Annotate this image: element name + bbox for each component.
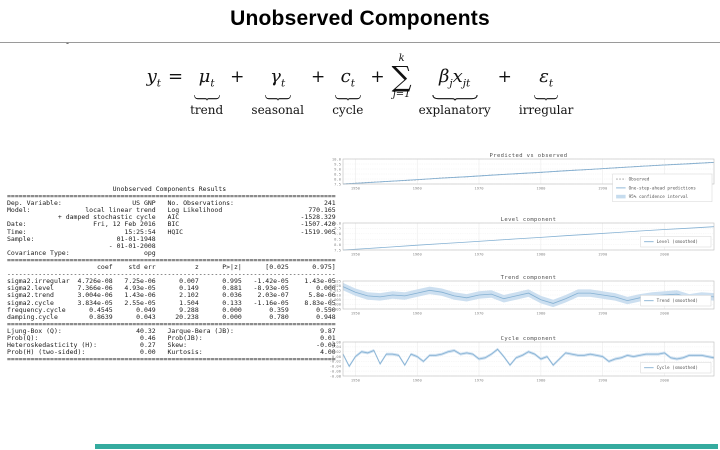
svg-text:1980: 1980 [536,186,546,191]
eq-plus: + [230,67,245,87]
svg-text:2000: 2000 [660,378,670,383]
svg-text:2000: 2000 [660,252,670,257]
svg-text:-0.08: -0.08 [330,373,342,378]
svg-text:1990: 1990 [598,311,608,316]
svg-text:-0.04: -0.04 [330,364,342,369]
svg-text:1960: 1960 [413,186,423,191]
svg-text:0.020: 0.020 [330,283,342,288]
svg-text:7.5: 7.5 [334,181,341,186]
svg-text:-0.02: -0.02 [330,359,341,364]
svg-text:1950: 1950 [351,186,361,191]
svg-text:95% confidence interval: 95% confidence interval [629,194,689,200]
svg-text:1950: 1950 [351,311,361,316]
svg-text:0.00: 0.00 [332,354,342,359]
chart-title: Level component [500,217,557,223]
svg-text:10.0: 10.0 [332,220,342,225]
svg-text:9.5: 9.5 [334,161,341,166]
svg-text:8.0: 8.0 [334,242,342,247]
page-title: Unobserved Components [230,7,490,30]
svg-text:1960: 1960 [413,311,423,316]
svg-text:-0.005: -0.005 [327,306,341,311]
chart-predicted-vs-observed: Predicted vs observed 7.5 8.0 8.5 9.0 9.5 10.… [330,153,720,202]
chart-cycle-component: Cycle component -0.08 -0.06 -0.04 -0.02 0.00… [330,336,720,390]
chart-title: Predicted vs observed [489,153,568,159]
sigma-icon: ∑ [391,60,412,93]
svg-text:0.025: 0.025 [330,278,341,283]
svg-text:Level (smoothed): Level (smoothed) [657,239,698,245]
svg-text:1950: 1950 [351,378,361,383]
eq-plus: + [370,67,385,87]
underbrace-icon [264,94,291,101]
svg-text:9.0: 9.0 [334,166,342,171]
underbrace-icon [534,94,558,101]
svg-text:2000: 2000 [660,311,670,316]
svg-text:Trend (smoothed): Trend (smoothed) [657,298,698,304]
svg-text:0.04: 0.04 [332,344,342,349]
svg-text:0.005: 0.005 [330,297,341,302]
svg-text:1950: 1950 [351,252,361,257]
svg-text:1970: 1970 [474,378,484,383]
svg-text:1980: 1980 [536,378,546,383]
svg-text:0.000: 0.000 [330,302,342,307]
svg-text:0.015: 0.015 [330,288,341,293]
svg-text:One-step-ahead predictions: One-step-ahead predictions [629,185,697,191]
svg-text:7.5: 7.5 [334,247,341,252]
svg-text:9.0: 9.0 [334,231,342,236]
chart-trend-component: Trend component -0.005 0.000 0.005 0.010 0.0… [327,275,720,323]
eq-term-cycle: ct cycle [332,66,364,117]
svg-text:1990: 1990 [598,252,608,257]
chart-canvas: 7.58.08.59.09.510.0 1950 1960 1970 1980 1990 2… [332,220,715,257]
eq-equals: = [167,66,184,87]
eq-term-irregular: εt irregular [518,66,574,117]
chart-title: Cycle component [500,336,557,342]
svg-text:1980: 1980 [536,252,546,257]
eq-term-explanatory: βjxjt explanatory [418,66,491,117]
svg-text:9.5: 9.5 [334,226,341,231]
svg-text:1960: 1960 [413,252,423,257]
underbrace-icon [432,94,478,101]
svg-text:1960: 1960 [413,378,423,383]
eq-term-seasonal: γt seasonal [251,66,304,117]
eq-term-trend: μt trend [190,66,224,117]
underbrace-icon [334,94,361,101]
svg-text:Cycle (smoothed): Cycle (smoothed) [657,365,698,371]
results-table: Unobserved Components Results ==========… [7,185,336,364]
svg-text:8.5: 8.5 [334,237,341,242]
chart-canvas: 7.58.08.59.09.510.0195019601970198019902… [332,156,715,202]
stray-dash: - [66,38,69,48]
equation: yt = μt trend + γt seasonal + ct cycle + [0,54,720,117]
svg-text:0.06: 0.06 [332,339,342,344]
chart-title: Trend component [500,275,557,281]
svg-text:-0.06: -0.06 [330,368,342,373]
svg-text:8.5: 8.5 [334,171,341,176]
svg-text:10.0: 10.0 [332,156,342,161]
slide-header: Unobserved Components [0,0,720,43]
svg-text:Observed: Observed [629,177,650,183]
svg-text:1970: 1970 [474,311,484,316]
underbrace-icon [193,94,220,101]
svg-text:0.010: 0.010 [330,292,342,297]
svg-text:1970: 1970 [474,252,484,257]
charts-panel: Predicted vs observed 7.5 8.0 8.5 9.0 9.5 10.… [327,0,720,450]
svg-text:1970: 1970 [474,186,484,191]
svg-text:0.02: 0.02 [332,349,341,354]
eq-sum: k ∑ j=1 [391,53,412,100]
accent-bar [95,444,718,449]
chart-level-component: Level component 7.5 8.0 8.5 9.0 9.5 10.0 1950 1… [330,217,720,264]
svg-text:1980: 1980 [536,311,546,316]
chart-canvas: -0.08-0.06-0.04-0.020.000.020.040.06 1950… [330,339,715,383]
svg-text:1990: 1990 [598,378,608,383]
eq-lhs: yt [146,66,161,90]
svg-text:8.0: 8.0 [334,176,342,181]
eq-plus: + [497,67,512,87]
svg-text:1990: 1990 [598,186,608,191]
eq-plus: + [310,67,326,87]
